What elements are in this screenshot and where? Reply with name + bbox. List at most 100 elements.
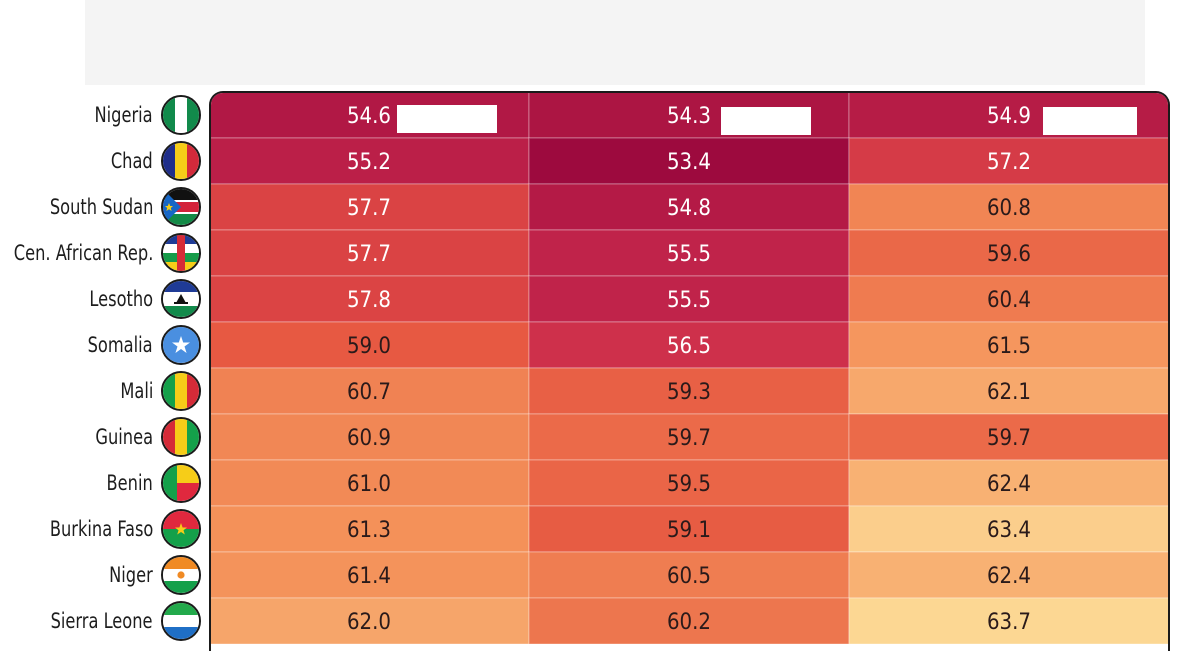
heatmap-cell (211, 229, 530, 277)
guinea-flag-icon (161, 417, 201, 457)
heatmap-cell (528, 137, 850, 185)
heatmap-svg: 54.6 54.3 54.9 55.2 53.4 57.2 57.7 54.8 60.8 57.7… (211, 93, 1168, 645)
heatmap-cell (848, 321, 1168, 369)
cell-value-label: 55.5 (667, 288, 711, 313)
somalia-flag-icon (161, 325, 201, 365)
country-row-label: South Sudan (0, 184, 205, 230)
country-name: Nigeria (94, 103, 153, 127)
cell-value-label: 61.3 (347, 518, 391, 543)
heatmap-cell (848, 459, 1168, 507)
redaction-box (397, 105, 497, 133)
heatmap-cell (528, 413, 850, 461)
cell-value-label: 54.8 (667, 196, 711, 221)
cell-value-label: 62.1 (987, 380, 1031, 405)
nigeria-flag-icon (161, 95, 201, 135)
cell-value-label: 54.3 (667, 104, 711, 129)
cell-value-label: 60.4 (987, 288, 1031, 313)
country-name: Benin (106, 471, 153, 495)
niger-flag-icon (161, 555, 201, 595)
cell-value-label: 61.4 (347, 564, 391, 589)
country-row-label: Sierra Leone (0, 598, 205, 644)
heatmap-cell (848, 275, 1168, 323)
heatmap-cell (211, 275, 530, 323)
central-african-republic-flag-icon (161, 233, 201, 273)
heatmap-cell (211, 459, 530, 507)
heatmap-cell (211, 183, 530, 231)
country-name: Sierra Leone (51, 609, 153, 633)
cell-value-label: 53.4 (667, 150, 711, 175)
country-row-label: Lesotho (0, 276, 205, 322)
heatmap-cell (848, 183, 1168, 231)
cell-value-label: 60.2 (667, 610, 711, 635)
cell-value-label: 55.5 (667, 242, 711, 267)
country-name: Guinea (95, 425, 153, 449)
row-labels: Nigeria Chad South Sudan Cen. African Rep. L… (0, 92, 205, 644)
country-name: Burkina Faso (49, 517, 153, 541)
country-name: Chad (111, 149, 153, 173)
header-panel (85, 0, 1145, 85)
country-row-label: Somalia (0, 322, 205, 368)
heatmap-cell (528, 229, 850, 277)
heatmap-cell (528, 505, 850, 553)
cell-value-label: 62.4 (987, 564, 1031, 589)
country-row-label: Mali (0, 368, 205, 414)
country-name: Cen. African Rep. (13, 241, 153, 265)
cell-value-label: 59.0 (347, 334, 391, 359)
country-name: Lesotho (89, 287, 153, 311)
cell-value-label: 55.2 (347, 150, 391, 175)
heatmap-cell (528, 459, 850, 507)
cell-value-label: 59.3 (667, 380, 711, 405)
chad-flag-icon (161, 141, 201, 181)
cell-value-label: 62.4 (987, 472, 1031, 497)
cell-value-label: 57.7 (347, 196, 391, 221)
benin-flag-icon (161, 463, 201, 503)
cell-value-label: 60.7 (347, 380, 391, 405)
heatmap-cell (528, 183, 850, 231)
heatmap-cell (211, 321, 530, 369)
lesotho-flag-icon (161, 279, 201, 319)
heatmap-cell (848, 505, 1168, 553)
heatmap-cell (848, 551, 1168, 599)
country-row-label: Cen. African Rep. (0, 230, 205, 276)
cell-value-label: 56.5 (667, 334, 711, 359)
cell-value-label: 54.9 (987, 104, 1031, 129)
redaction-box (721, 107, 811, 135)
cell-value-label: 62.0 (347, 610, 391, 635)
cell-value-label: 61.5 (987, 334, 1031, 359)
cell-value-label: 59.7 (987, 426, 1031, 451)
country-row-label: Benin (0, 460, 205, 506)
country-row-label: Chad (0, 138, 205, 184)
south-sudan-flag-icon (161, 187, 201, 227)
cell-value-label: 59.7 (667, 426, 711, 451)
cell-value-label: 57.7 (347, 242, 391, 267)
country-name: Niger (109, 563, 153, 587)
country-row-label: Niger (0, 552, 205, 598)
country-name: Mali (119, 379, 153, 403)
cell-value-label: 61.0 (347, 472, 391, 497)
country-row-label: Guinea (0, 414, 205, 460)
cell-value-label: 60.9 (347, 426, 391, 451)
chart-stage: Nigeria Chad South Sudan Cen. African Rep. L… (13, 0, 1170, 651)
heatmap-cell (211, 367, 530, 415)
country-row-label: Nigeria (0, 92, 205, 138)
mali-flag-icon (161, 371, 201, 411)
country-row-label: Burkina Faso (0, 506, 205, 552)
heatmap-cell (528, 367, 850, 415)
cell-value-label: 63.4 (987, 518, 1031, 543)
heatmap-frame: 54.6 54.3 54.9 55.2 53.4 57.2 57.7 54.8 60.8 57.7… (209, 91, 1170, 651)
heatmap-cell (528, 275, 850, 323)
country-name: South Sudan (49, 195, 153, 219)
cell-value-label: 54.6 (347, 104, 391, 129)
cell-value-label: 57.8 (347, 288, 391, 313)
heatmap-cell (848, 413, 1168, 461)
heatmap-cell (848, 229, 1168, 277)
sierra-leone-flag-icon (161, 601, 201, 641)
cell-value-label: 60.8 (987, 196, 1031, 221)
redaction-box (1043, 107, 1137, 135)
cell-value-label: 57.2 (987, 150, 1031, 175)
cell-value-label: 60.5 (667, 564, 711, 589)
burkina-faso-flag-icon (161, 509, 201, 549)
cell-value-label: 59.6 (987, 242, 1031, 267)
country-name: Somalia (87, 333, 153, 357)
cell-value-label: 63.7 (987, 610, 1031, 635)
